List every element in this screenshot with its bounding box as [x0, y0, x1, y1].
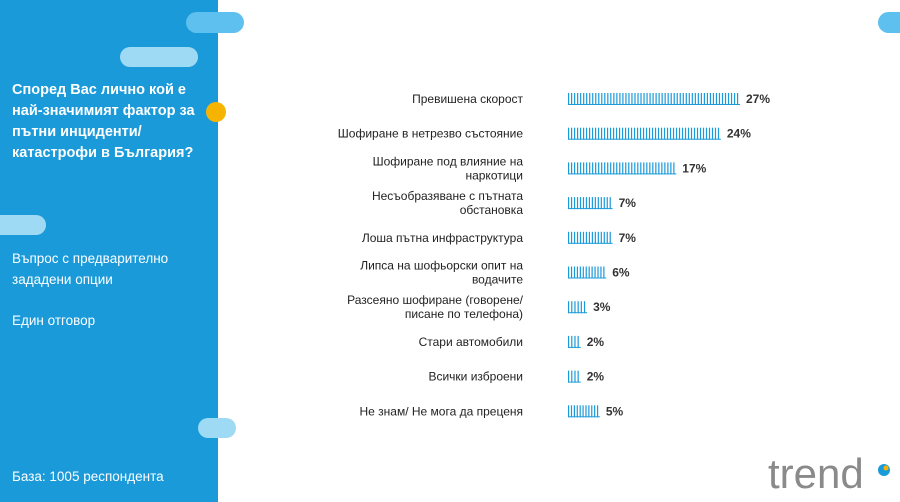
category-label: Шофиране под влияние на наркотици — [373, 154, 524, 182]
logo-text: trend — [768, 450, 864, 497]
category-label: Разсеяно шофиране (говорене/писане по те… — [347, 293, 524, 321]
decor-accent-dot — [206, 102, 226, 122]
decor-pill-upper — [120, 47, 198, 67]
value-label: 2% — [587, 370, 605, 384]
category-label: Лоша пътна инфраструктура — [362, 231, 523, 245]
bar — [568, 301, 588, 314]
bar — [568, 162, 677, 175]
bar-chart: Превишена скорост 27% Шофиране в нетрезво … — [338, 92, 771, 418]
category-label: Стари автомобили — [419, 335, 523, 349]
value-label: 7% — [619, 231, 637, 245]
decor-pill-bottom — [198, 418, 236, 438]
category-label: Несъобразяване с пътната обстановка — [372, 189, 523, 217]
category-label: Не знам/ Не мога да преценя — [359, 404, 523, 418]
bar — [568, 93, 740, 105]
category-label: Шофиране в нетрезво състояние — [338, 127, 524, 141]
note-options: Въпрос с предварително зададени опции — [12, 251, 169, 287]
bar — [568, 335, 581, 348]
note-answer: Един отговор — [12, 313, 96, 328]
base-text: База: 1005 респондента — [12, 469, 164, 484]
value-label: 24% — [727, 127, 751, 141]
decor-pill-top-right — [878, 12, 900, 33]
category-label: Всички изброени — [428, 370, 523, 384]
category-label: Липса на шофьорски опит на водачите — [360, 259, 523, 287]
bar — [568, 231, 613, 244]
value-label: 2% — [587, 335, 605, 349]
value-label: 7% — [619, 196, 637, 210]
value-label: 3% — [593, 300, 611, 314]
decor-pill-top — [186, 12, 244, 33]
bar — [568, 405, 600, 418]
bar — [568, 197, 613, 210]
value-label: 5% — [606, 404, 624, 418]
bar — [568, 266, 607, 279]
value-label: 27% — [746, 92, 770, 106]
trend-logo: trend — [768, 450, 890, 497]
question-text: Според Вас лично кой е най-значимият фак… — [12, 82, 195, 161]
left-panel: Според Вас лично кой е най-значимият фак… — [0, 0, 218, 502]
value-label: 17% — [682, 161, 706, 175]
category-label: Превишена скорост — [412, 92, 523, 106]
decor-pill-middle — [0, 215, 46, 235]
bar — [568, 370, 581, 383]
bar — [568, 127, 721, 140]
value-label: 6% — [612, 266, 630, 280]
